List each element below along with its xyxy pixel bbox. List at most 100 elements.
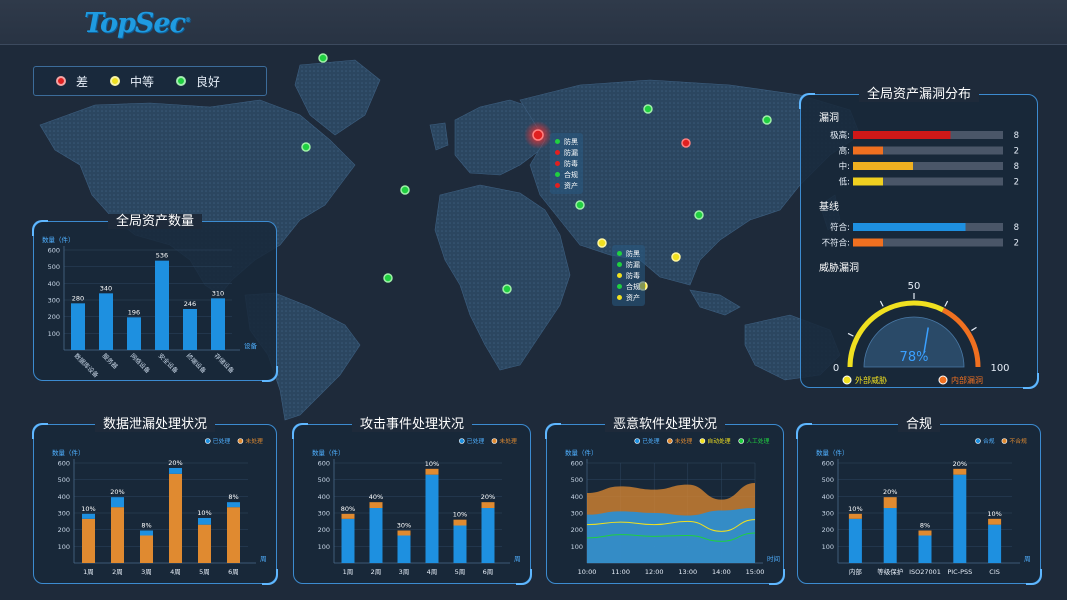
gauge-needle xyxy=(923,327,929,354)
popup-label: 防漏 xyxy=(626,260,640,269)
bar-percent-label: 10% xyxy=(848,505,862,513)
bar-segment xyxy=(341,513,355,519)
legend-dot-icon xyxy=(842,375,852,385)
map-popup-europe: 防黑防漏 防毒 合规 资产 xyxy=(550,133,583,194)
bar-fill xyxy=(853,146,883,155)
asset-count-chart: 数量（件） 100 200 300 400 500 600 设备 280 数据库设备 340 服务器 1… xyxy=(42,235,258,380)
bar-percent-label: 20% xyxy=(110,488,124,496)
malware-chart: 人工处理自动处理未处理已处理数量（件）100200300400500600时间1… xyxy=(565,437,780,576)
legend-label: 内部漏洞 xyxy=(951,375,983,385)
y-axis-label: 数量（件） xyxy=(565,448,598,457)
legend-label: 合规 xyxy=(983,437,995,445)
row-value: 8 xyxy=(1014,162,1019,172)
bar-segment xyxy=(988,518,1002,525)
bar-segment xyxy=(227,507,240,563)
bar-fill xyxy=(853,177,883,186)
y-tick-label: 300 xyxy=(822,510,834,518)
bar-segment xyxy=(169,468,182,474)
bar-segment xyxy=(953,474,967,563)
y-tick-label: 400 xyxy=(48,280,60,288)
y-tick-label: 600 xyxy=(48,247,60,255)
bar-track xyxy=(853,238,1003,247)
legend-label: 外部威胁 xyxy=(855,375,887,385)
legend-label: 未处理 xyxy=(245,437,263,445)
gauge-max-label: 100 xyxy=(990,363,1009,374)
legend-item-poor: 差 xyxy=(56,73,88,90)
bar-segment xyxy=(883,508,897,563)
y-tick-label: 200 xyxy=(58,526,70,534)
y-tick-label: 200 xyxy=(822,526,834,534)
top-bar: TopSec® xyxy=(0,0,1067,45)
y-tick-label: 300 xyxy=(48,297,60,305)
bar-segment xyxy=(425,468,439,475)
x-tick-label: CIS xyxy=(989,568,1000,576)
y-tick-label: 600 xyxy=(318,460,330,468)
bar-percent-label: 80% xyxy=(341,505,355,513)
legend-label: 已处理 xyxy=(467,437,485,445)
bar-segment xyxy=(848,518,862,563)
bar-percent-label: 20% xyxy=(953,460,967,468)
row-value: 8 xyxy=(1014,223,1019,233)
legend-dot-icon xyxy=(491,438,498,444)
topsec-logo[interactable]: TopSec® xyxy=(84,8,191,39)
status-dot-icon xyxy=(555,172,560,177)
popup-label: 防毒 xyxy=(626,271,640,280)
legend-item-good: 良好 xyxy=(176,73,220,90)
x-tick-label: 14:00 xyxy=(712,568,731,576)
x-tick-label: 11:00 xyxy=(611,568,630,576)
panel-title: 数据泄漏处理状况 xyxy=(94,417,215,432)
bar-percent-label: 10% xyxy=(987,510,1001,518)
bar-segment xyxy=(918,530,932,536)
row-value: 2 xyxy=(1014,178,1019,188)
bar-value-label: 246 xyxy=(184,300,196,308)
bar-fill xyxy=(853,131,951,139)
x-tick-label: 3周 xyxy=(399,568,410,576)
legend-dot-icon xyxy=(634,438,640,444)
bar-segment xyxy=(198,524,211,563)
popup-row: 资产 xyxy=(617,292,640,303)
status-dot-icon xyxy=(555,150,560,155)
bar xyxy=(99,293,113,350)
popup-row: 资产 xyxy=(555,180,578,191)
x-tick-label: 内部 xyxy=(849,567,863,576)
legend-dot-icon xyxy=(938,375,948,385)
line-series-auto xyxy=(586,519,756,532)
y-tick-label: 500 xyxy=(318,476,330,484)
legend-label: 已处理 xyxy=(213,437,231,445)
popup-label: 防漏 xyxy=(564,148,578,157)
popup-row: 防毒 xyxy=(555,158,578,169)
y-tick-label: 400 xyxy=(571,493,583,501)
popup-label: 资产 xyxy=(626,293,640,302)
x-tick-label: 4周 xyxy=(427,568,438,576)
compliance-panel: 合规 不合规 合规 数量（件） 100 200 300 400 500 600 周 10% 内部 20%… xyxy=(796,417,1042,585)
bar-percent-label: 10% xyxy=(197,509,211,517)
y-tick-label: 300 xyxy=(318,510,330,518)
popup-label: 防黑 xyxy=(564,137,578,146)
gauge-face xyxy=(863,316,965,368)
status-dot-icon xyxy=(555,161,560,166)
gauge-tick xyxy=(971,326,977,332)
status-dot-icon xyxy=(617,251,622,256)
section-title: 基线 xyxy=(819,200,839,213)
section-title: 威胁漏洞 xyxy=(819,261,859,274)
attack-event-panel: 攻击事件处理状况 未处理 已处理 数量（件） 100 200 300 400 500 600 周 8… xyxy=(292,417,532,585)
legend-dot-icon xyxy=(975,438,981,444)
bar-segment xyxy=(82,518,95,563)
gauge-arc-internal xyxy=(941,307,981,368)
y-axis-label: 数量（件） xyxy=(816,448,849,457)
bar-percent-label: 10% xyxy=(81,505,95,513)
panel-title: 全局资产漏洞分布 xyxy=(858,87,979,102)
bar-segment xyxy=(425,474,439,563)
bar-value-label: 310 xyxy=(212,289,224,297)
gauge-tick xyxy=(879,300,884,307)
y-axis-label: 数量（件） xyxy=(42,235,75,244)
y-tick-label: 300 xyxy=(571,510,583,518)
popup-row: 合规 xyxy=(555,169,578,180)
map-popup-asia: 防黑 防漏 防毒 合规 资产 xyxy=(612,245,645,306)
gauge-min-label: 0 xyxy=(833,363,839,374)
bar-percent-label: 30% xyxy=(397,522,411,530)
section-title: 漏洞 xyxy=(819,112,839,124)
status-dot-icon xyxy=(617,273,622,278)
legend-dot-icon xyxy=(699,438,706,444)
